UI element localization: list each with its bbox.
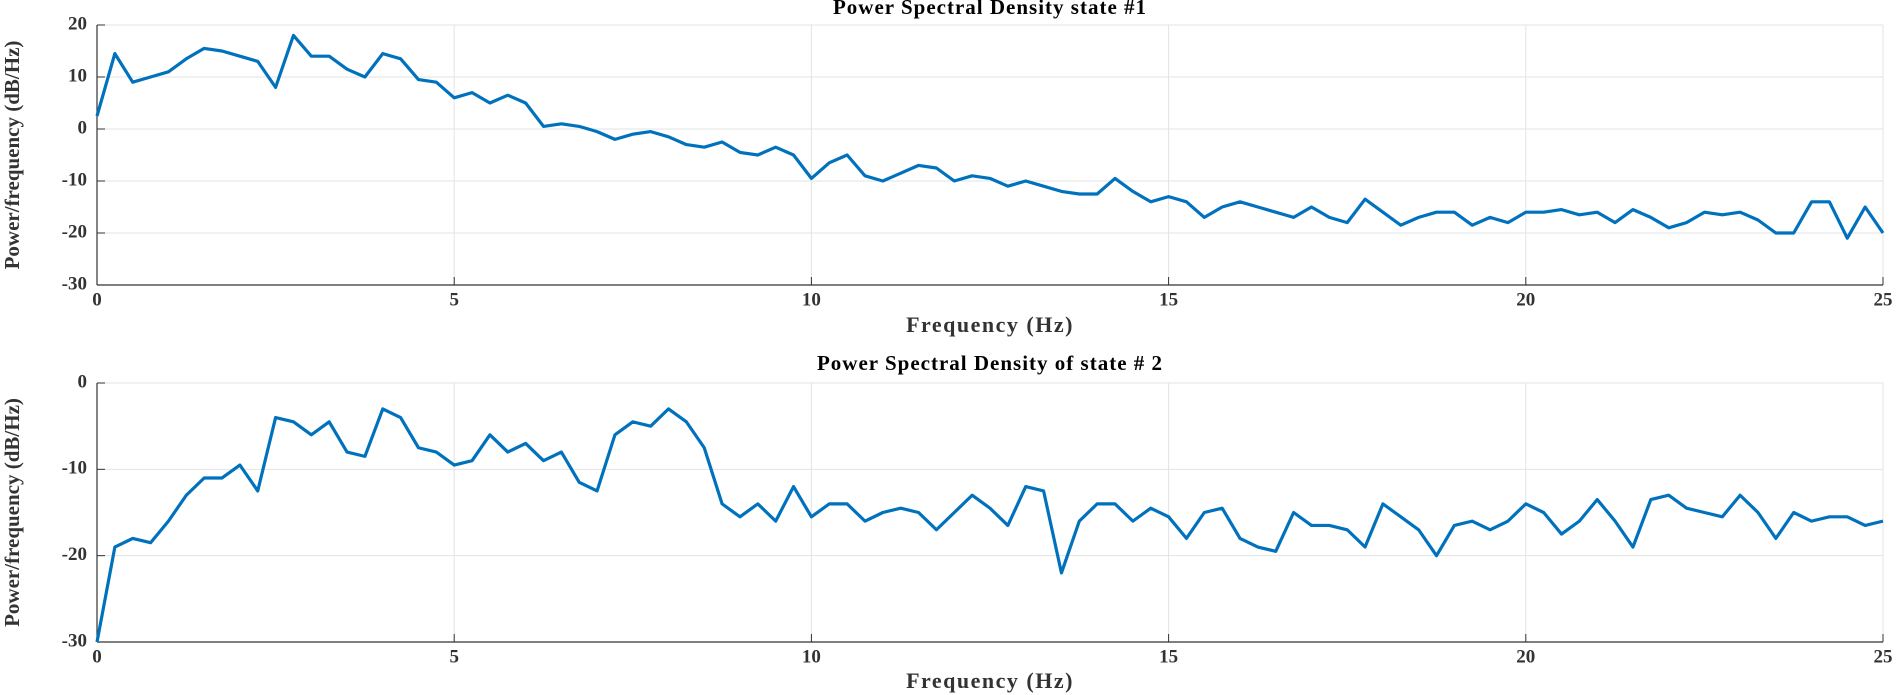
x-tick-label: 25 xyxy=(1874,646,1893,667)
x-tick-label: 10 xyxy=(802,289,821,310)
y-axis-label: Power/frequency (dB/Hz) xyxy=(0,41,24,270)
y-tick-label: -30 xyxy=(62,273,87,294)
x-tick-label: 5 xyxy=(449,646,459,667)
y-tick-label: -30 xyxy=(62,630,87,651)
x-tick-label: 15 xyxy=(1159,289,1178,310)
x-tick-label: 5 xyxy=(449,289,459,310)
y-axis-label: Power/frequency (dB/Hz) xyxy=(0,398,24,627)
x-tick-label: 10 xyxy=(802,646,821,667)
y-tick-label: 20 xyxy=(68,13,87,34)
x-tick-label: 20 xyxy=(1516,646,1535,667)
x-tick-label: 0 xyxy=(92,289,102,310)
line-series xyxy=(95,407,1884,643)
y-tick-label: 0 xyxy=(78,117,88,138)
y-tick-label: -20 xyxy=(62,221,87,242)
y-tick-label: 10 xyxy=(68,65,87,86)
y-tick-label: 0 xyxy=(78,371,88,392)
y-tick-label: -20 xyxy=(62,544,87,565)
line-series xyxy=(95,33,1885,240)
chart-title: Power Spectral Density of state # 2 xyxy=(817,351,1163,375)
y-tick-label: -10 xyxy=(62,458,87,479)
x-tick-label: 25 xyxy=(1874,289,1893,310)
x-tick-label: 15 xyxy=(1159,646,1178,667)
chart-title: Power Spectral Density state #1 xyxy=(833,0,1147,19)
x-tick-label: 20 xyxy=(1516,289,1535,310)
x-tick-label: 0 xyxy=(92,646,102,667)
y-tick-label: -10 xyxy=(62,169,87,190)
x-axis-label: Frequency (Hz) xyxy=(906,668,1074,693)
x-axis-label: Frequency (Hz) xyxy=(906,312,1074,337)
